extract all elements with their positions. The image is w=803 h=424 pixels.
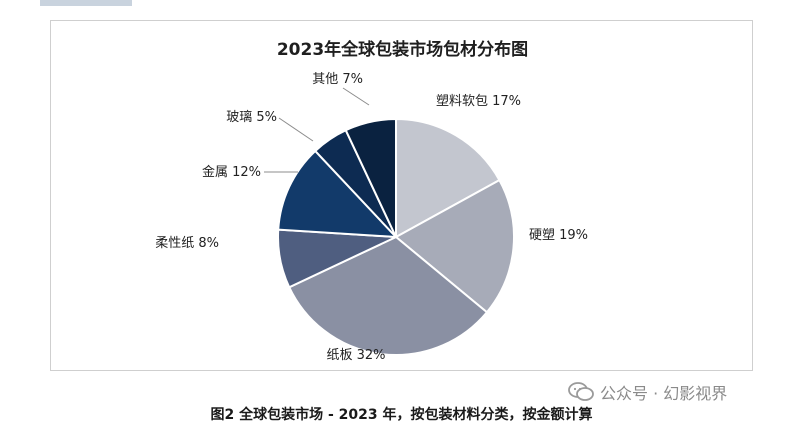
watermark-text: 公众号 · 幻影视界: [600, 384, 728, 403]
slice-label: 柔性纸 8%: [155, 236, 219, 251]
watermark: 公众号 · 幻影视界: [568, 380, 727, 404]
pie-slice: [395, 117, 501, 239]
slice-label: 塑料软包 17%: [436, 94, 521, 109]
slice-label: 硬塑 19%: [529, 228, 588, 243]
slice-label: 其他 7%: [312, 72, 363, 87]
pie-chart: 塑料软包 17% 硬塑 19% 纸板 32% 柔性纸 8% 金属 12% 玻璃 5% 其他 …: [155, 72, 588, 363]
top-decoration-strip: [40, 0, 132, 6]
slice-label: 玻璃 5%: [226, 110, 277, 125]
pie-slice: [394, 178, 515, 314]
slice-label: 金属 12%: [202, 164, 261, 180]
chart-title: 2023年全球包装市场包材分布图: [276, 40, 529, 60]
leader-line: [278, 117, 314, 142]
figure-caption: 图2 全球包装市场 - 2023 年，按包装材料分类，按金额计算: [210, 407, 593, 423]
pie-slice: [344, 117, 397, 238]
wechat-icon: [568, 382, 594, 401]
chart-frame: 2023年全球包装市场包材分布图 塑料软包 17% 硬塑 19% 纸板 32% 柔性纸…: [50, 20, 753, 371]
pie-slice: [287, 235, 489, 356]
pie-slice: [277, 149, 399, 239]
slice-label: 纸板 32%: [326, 348, 385, 363]
leader-line: [342, 87, 370, 106]
